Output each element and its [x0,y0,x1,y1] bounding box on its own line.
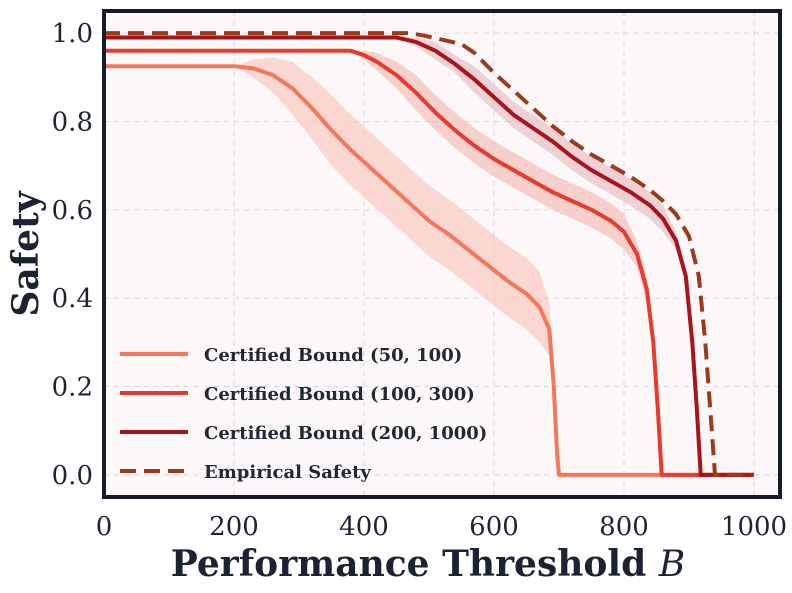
series-lines [104,31,754,477]
x-tick-label: 600 [469,512,519,542]
x-axis-ticks: 0 200 400 600 800 1000 [96,512,787,542]
y-tick-label: 0.6 [52,196,93,226]
legend-label: Certified Bound (50, 100) [204,345,462,366]
x-tick-label: 200 [209,512,259,542]
plot-frame [102,9,782,499]
legend: Certified Bound (50, 100) Certified Bound… [120,345,487,483]
x-tick-label: 1000 [721,512,787,542]
x-axis-title-text: Performance Threshold [171,543,647,585]
legend-label: Empirical Safety [204,462,371,483]
y-tick-label: 1.0 [52,19,93,49]
y-tick-label: 0.4 [52,284,93,314]
y-tick-label: 0.8 [52,107,93,137]
series-line-2 [104,35,754,477]
y-axis-ticks: 0.0 0.2 0.4 0.6 0.8 1.0 [52,19,93,491]
legend-label: Certified Bound (100, 300) [204,384,475,405]
x-tick-label: 800 [599,512,649,542]
x-tick-label: 0 [96,512,113,542]
series-line-1 [104,48,754,477]
y-tick-label: 0.0 [52,461,93,491]
series-line-0 [104,64,754,477]
legend-label: Certified Bound (200, 1000) [204,423,487,444]
x-axis-title: Performance Threshold B [171,543,686,585]
y-axis-title: Safety [5,190,47,316]
x-axis-title-symbol: B [658,544,685,585]
y-tick-label: 0.2 [52,373,93,403]
x-tick-label: 400 [339,512,389,542]
series-line-3 [104,31,754,477]
